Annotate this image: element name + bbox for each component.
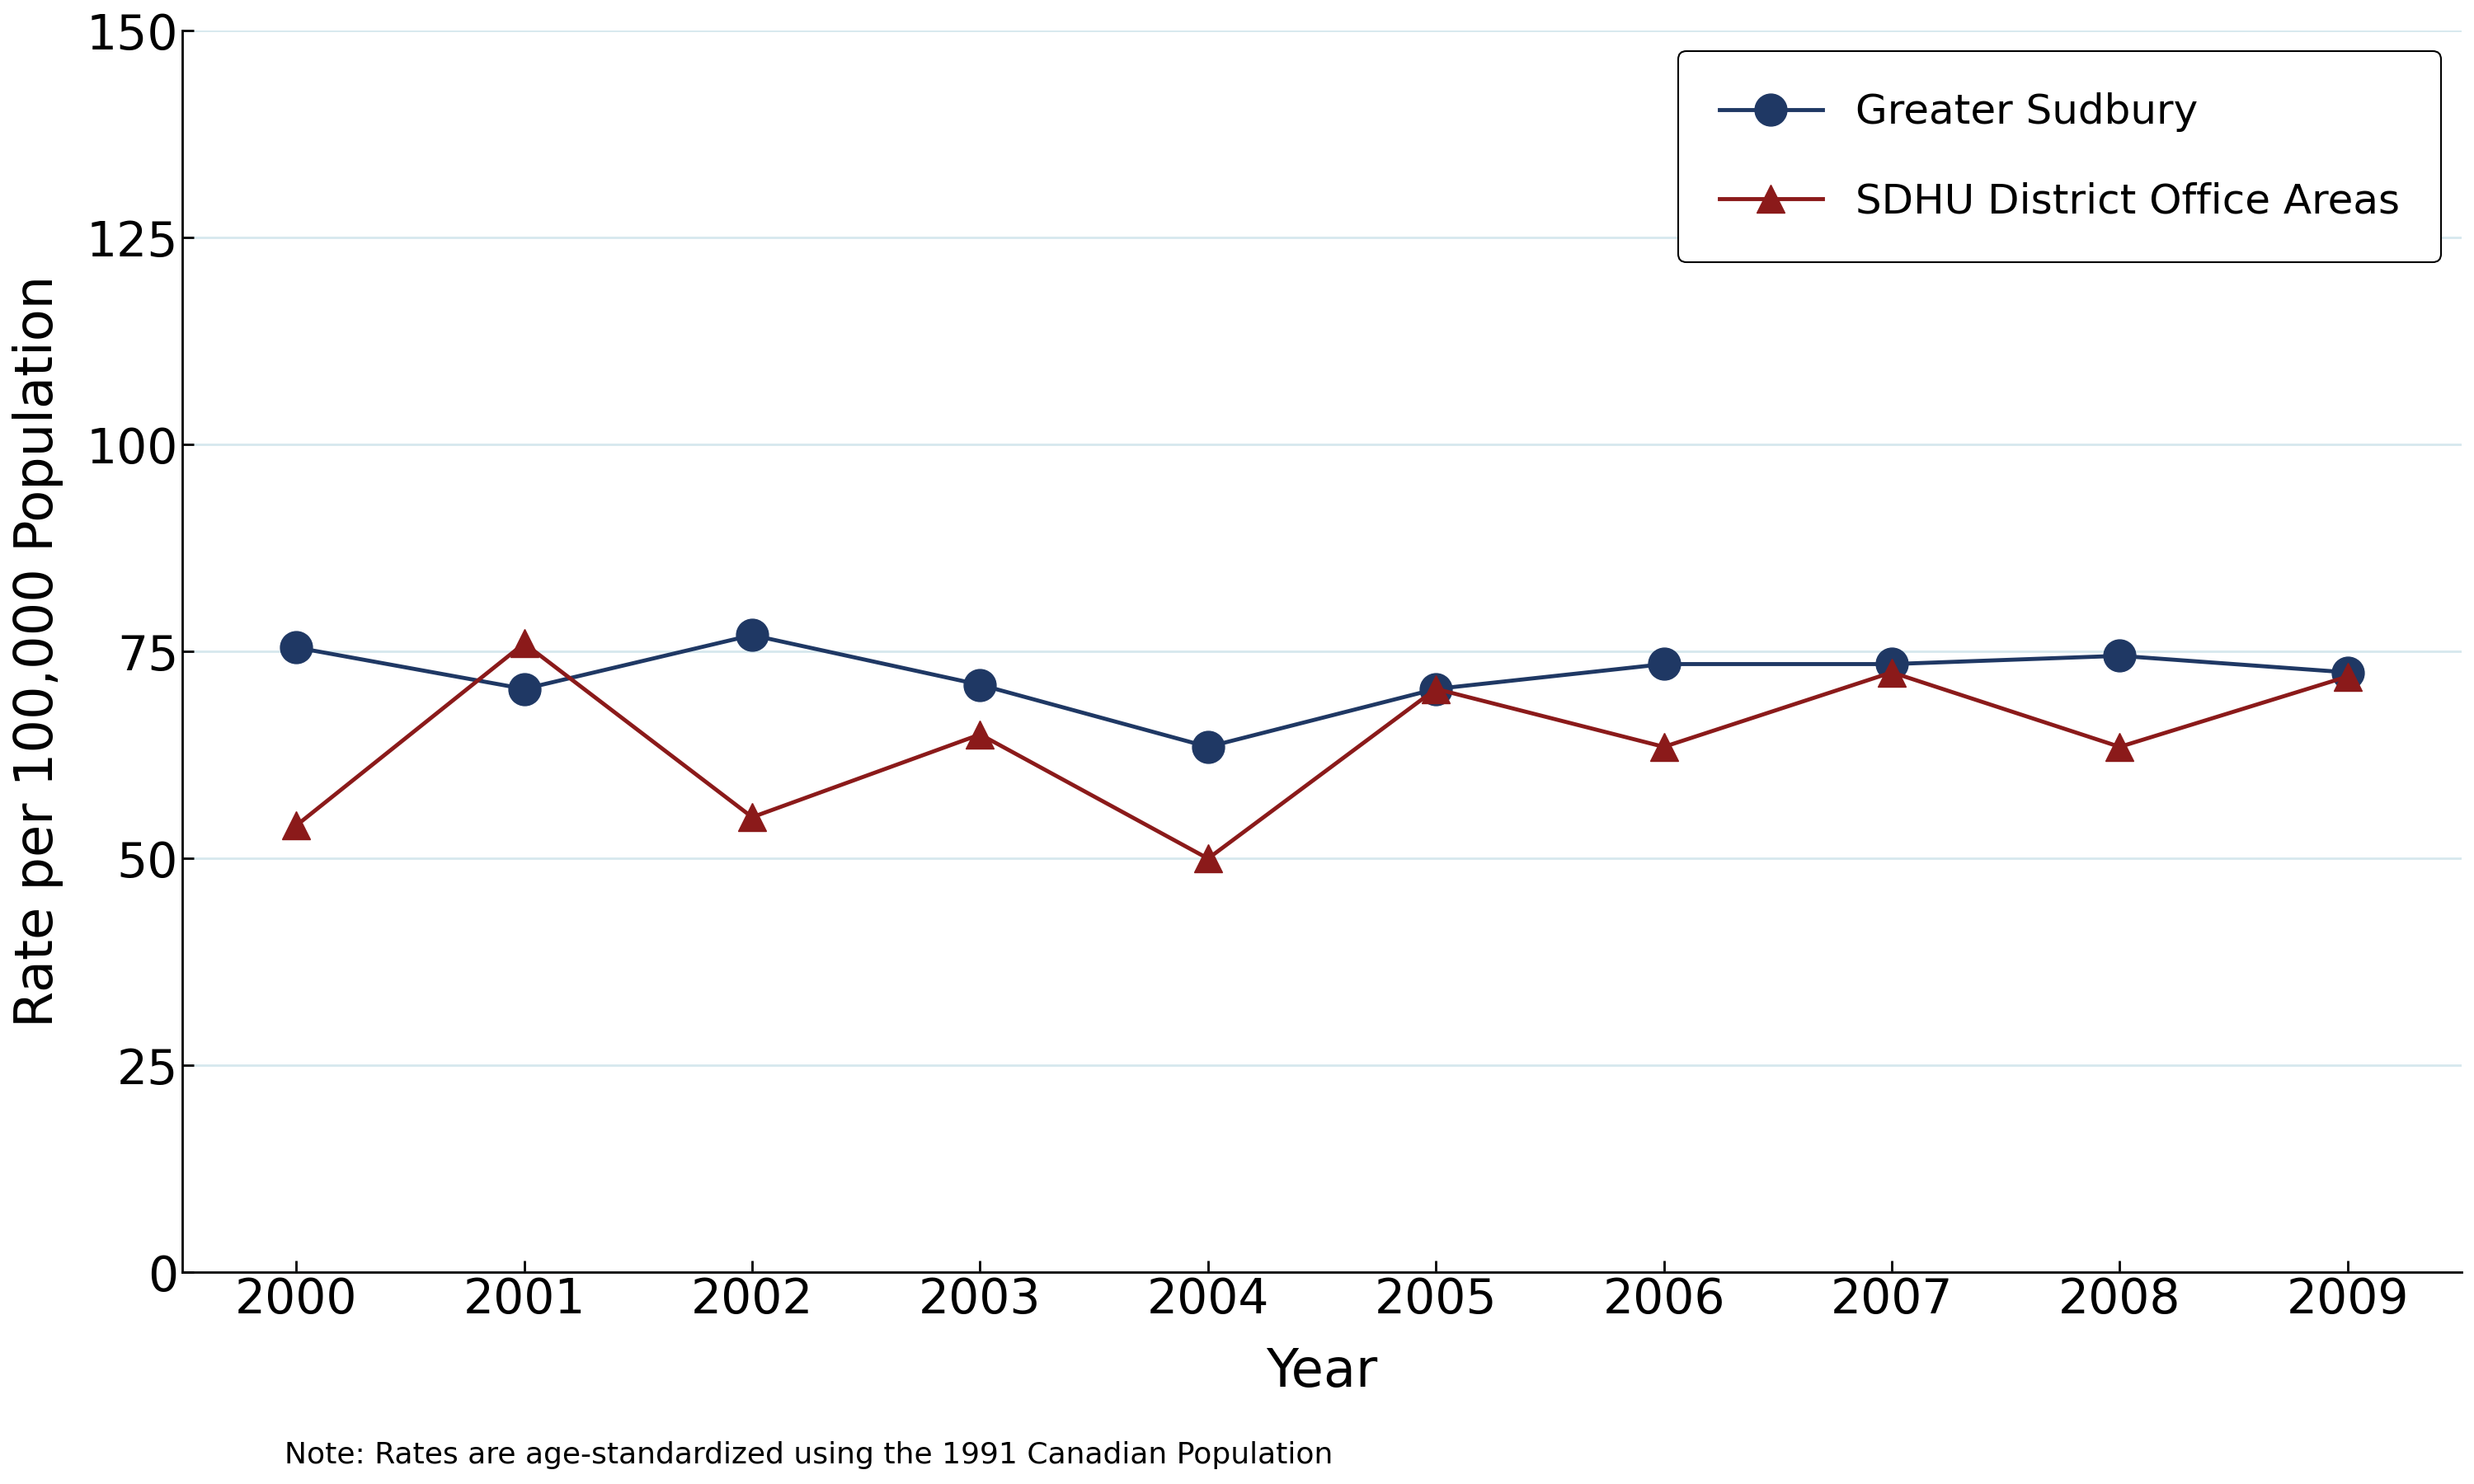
SDHU District Office Areas	[1650, 738, 1680, 755]
Greater Sudbury	[282, 638, 312, 656]
Legend: Greater Sudbury, SDHU District Office Areas: Greater Sudbury, SDHU District Office Ar…	[1677, 52, 2442, 263]
Greater Sudbury	[737, 626, 767, 644]
SDHU District Office Areas	[510, 635, 539, 653]
Greater Sudbury	[1650, 654, 1680, 672]
SDHU District Office Areas	[1420, 680, 1450, 697]
Greater Sudbury	[965, 675, 995, 693]
Greater Sudbury	[510, 680, 539, 697]
Greater Sudbury	[1192, 738, 1222, 755]
SDHU District Office Areas	[282, 816, 312, 834]
SDHU District Office Areas	[1878, 663, 1907, 681]
SDHU District Office Areas	[737, 809, 767, 827]
SDHU District Office Areas	[965, 726, 995, 743]
Line: SDHU District Office Areas: SDHU District Office Areas	[282, 629, 2360, 873]
Greater Sudbury	[2105, 647, 2135, 665]
X-axis label: Year: Year	[1267, 1346, 1378, 1398]
Y-axis label: Rate per 100,000 Population: Rate per 100,000 Population	[12, 276, 64, 1027]
SDHU District Office Areas	[2333, 668, 2363, 686]
Line: Greater Sudbury: Greater Sudbury	[280, 619, 2363, 763]
Greater Sudbury	[1420, 680, 1450, 697]
Text: Note: Rates are age-standardized using the 1991 Canadian Population: Note: Rates are age-standardized using t…	[285, 1441, 1333, 1469]
Greater Sudbury	[1878, 654, 1907, 672]
SDHU District Office Areas	[2105, 738, 2135, 755]
Greater Sudbury	[2333, 663, 2363, 681]
SDHU District Office Areas	[1192, 850, 1222, 868]
